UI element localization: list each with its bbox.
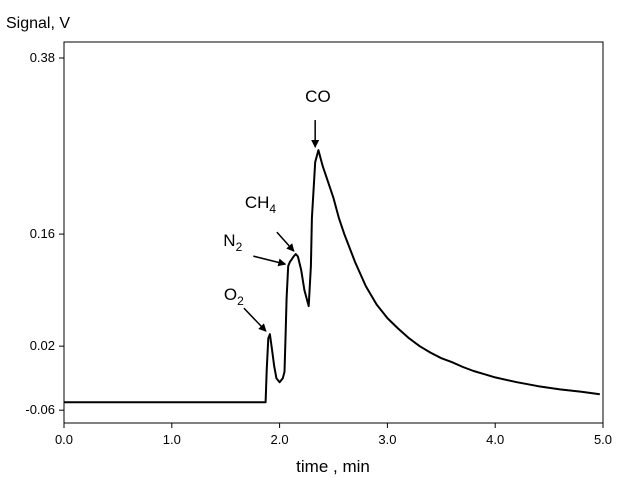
series-line (64, 149, 600, 404)
peak-arrow (243, 307, 267, 332)
y-axis-label: Signal, V (6, 15, 70, 32)
x-tick-label: 4.0 (486, 432, 504, 447)
x-tick-label: 0.0 (55, 432, 73, 447)
y-tick-label: 0.16 (30, 226, 55, 241)
peak-arrow (276, 231, 295, 252)
peak-label: CH4 (245, 193, 277, 216)
peak-label: N2 (223, 231, 242, 254)
x-tick-label: 1.0 (163, 432, 181, 447)
y-tick-label: -0.06 (25, 402, 55, 417)
peak-label: CO (305, 87, 331, 106)
peak-arrow (253, 255, 287, 267)
plot-frame (63, 41, 604, 424)
x-tick-label: 2.0 (271, 432, 289, 447)
peak-label: O2 (224, 285, 244, 308)
x-tick-label: 3.0 (378, 432, 396, 447)
y-tick-label: 0.38 (30, 50, 55, 65)
x-axis: 0.0 1.0 2.0 3.0 4.0 5.0 (55, 423, 612, 447)
y-axis: -0.06 0.02 0.16 0.38 (25, 50, 64, 417)
y-tick-label: 0.02 (30, 338, 55, 353)
x-tick-label: 5.0 (594, 432, 612, 447)
x-axis-label: time , min (296, 457, 370, 476)
